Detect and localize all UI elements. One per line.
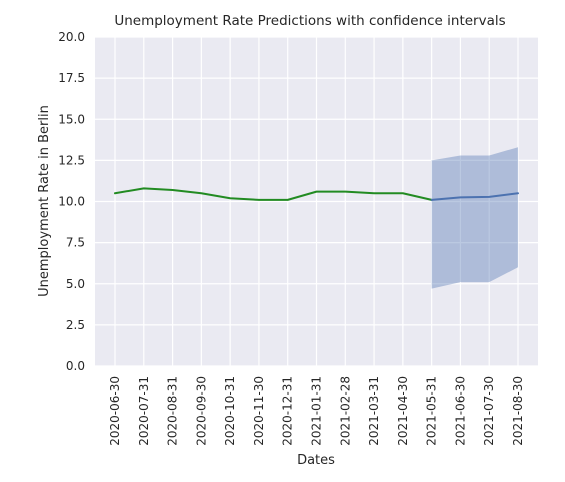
observed-line: [114, 187, 433, 201]
y-tick-label: 7.5: [66, 236, 85, 250]
x-tick-label: 2020-09-30: [194, 376, 208, 446]
y-tick-label: 20.0: [58, 30, 85, 44]
x-tick-label: 2021-05-31: [425, 376, 439, 446]
y-tick-label: 2.5: [66, 318, 85, 332]
x-tick-label: 2021-07-30: [482, 376, 496, 446]
y-axis-label: Unemployment Rate in Berlin: [37, 105, 52, 297]
y-tick-label: 5.0: [66, 277, 85, 291]
y-tick-label: 12.5: [58, 153, 85, 167]
y-tick-label: 0.0: [66, 359, 85, 373]
prediction-line: [430, 192, 519, 201]
x-axis-label: Dates: [297, 453, 335, 468]
x-tick-label: 2021-03-31: [367, 376, 381, 446]
x-tick-label: 2021-02-28: [338, 376, 352, 446]
x-tick-label: 2020-07-31: [137, 376, 151, 446]
y-tick-label: 17.5: [58, 71, 85, 85]
y-tick-labels: 0.0 2.5 5.0 7.5 10.0 12.5 15.0 17.5 20.0: [58, 30, 85, 373]
x-tick-label: 2021-01-31: [310, 376, 324, 446]
x-tick-label: 2020-11-30: [252, 376, 266, 446]
x-tick-label: 2020-06-30: [108, 376, 122, 446]
grid: [95, 36, 538, 367]
confidence-interval-band: [431, 147, 518, 289]
chart-title: Unemployment Rate Predictions with confi…: [114, 13, 505, 29]
x-tick-label: 2021-06-30: [453, 376, 467, 446]
x-tick-label: 2021-08-30: [511, 376, 525, 446]
x-tick-label: 2020-08-31: [166, 376, 180, 446]
x-tick-label: 2021-04-30: [396, 376, 410, 446]
x-tick-labels: 2020-06-30 2020-07-31 2020-08-31 2020-09-30…: [108, 376, 525, 446]
y-tick-label: 10.0: [58, 195, 85, 209]
series-layer: [114, 187, 519, 201]
x-tick-label: 2020-12-31: [281, 376, 295, 446]
x-tick-label: 2020-10-31: [223, 376, 237, 446]
confidence-band-layer: [431, 147, 518, 289]
y-tick-label: 15.0: [58, 112, 85, 126]
